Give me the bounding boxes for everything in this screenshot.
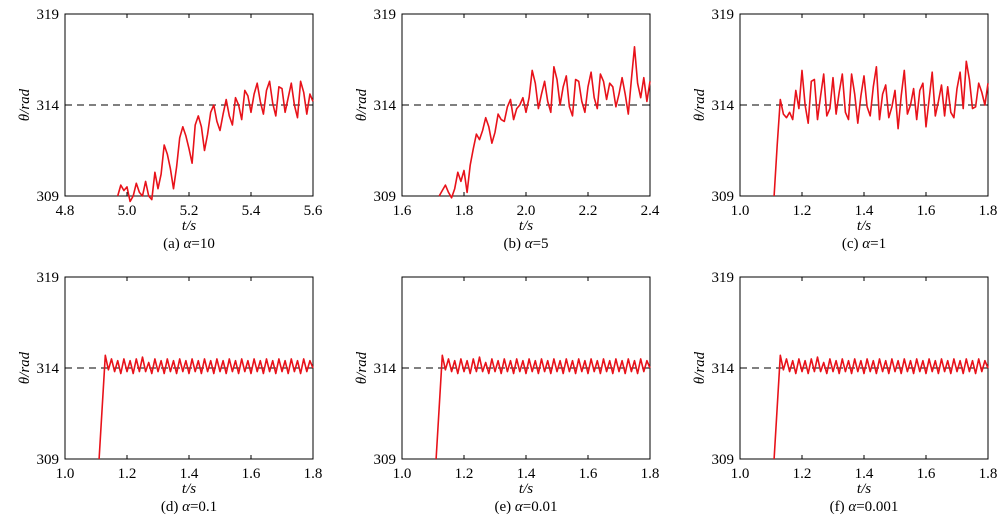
caption-value: =5 bbox=[533, 236, 549, 252]
caption-symbol: α bbox=[525, 236, 534, 252]
caption-prefix: (a) bbox=[163, 236, 183, 252]
caption-value: =0.01 bbox=[523, 499, 558, 515]
y-tick-label: 314 bbox=[37, 361, 60, 377]
caption-symbol: α bbox=[182, 499, 191, 515]
series-line bbox=[98, 354, 314, 460]
x-tick-label: 1.0 bbox=[731, 466, 750, 482]
series-line bbox=[435, 354, 651, 460]
x-tick-label: 1.6 bbox=[393, 203, 412, 219]
x-tick-label: 1.8 bbox=[304, 466, 323, 482]
caption-value: =10 bbox=[191, 236, 214, 252]
x-tick-label: 4.8 bbox=[56, 203, 75, 219]
x-axis-label: t/s bbox=[519, 218, 533, 234]
x-tick-label: 1.8 bbox=[979, 466, 998, 482]
caption-prefix: (e) bbox=[495, 499, 515, 515]
x-tick-label: 2.2 bbox=[579, 203, 598, 219]
x-tick-label: 1.6 bbox=[917, 203, 936, 219]
caption-prefix: (c) bbox=[842, 236, 862, 252]
x-tick-label: 5.4 bbox=[242, 203, 261, 219]
caption-symbol: α bbox=[184, 236, 193, 252]
x-tick-label: 1.8 bbox=[641, 466, 660, 482]
series-line bbox=[116, 80, 314, 203]
y-tick-label: 309 bbox=[712, 452, 735, 468]
x-tick-label: 1.0 bbox=[393, 466, 412, 482]
y-tick-label: 319 bbox=[37, 7, 60, 23]
caption-symbol: α bbox=[862, 236, 871, 252]
y-tick-label: 309 bbox=[37, 452, 60, 468]
caption-prefix: (d) bbox=[161, 499, 182, 515]
caption-prefix: (f) bbox=[830, 499, 849, 515]
chart-panel-f: 1.0 1.2 1.4 1.6 1.8 309 314 319 θ/rad t/s (f) α=0.… bbox=[692, 270, 997, 515]
y-tick-label: 309 bbox=[37, 189, 60, 205]
y-tick-label: 319 bbox=[374, 7, 397, 23]
caption-value: =0.1 bbox=[190, 499, 217, 515]
caption-value: =1 bbox=[870, 236, 886, 252]
caption-value: =0.001 bbox=[856, 499, 898, 515]
x-tick-label: 1.6 bbox=[579, 466, 598, 482]
y-tick-label: 314 bbox=[374, 98, 397, 114]
x-tick-label: 2.4 bbox=[641, 203, 660, 219]
x-axis-label: t/s bbox=[857, 218, 871, 234]
series-line bbox=[438, 45, 651, 199]
x-tick-label: 1.0 bbox=[731, 203, 750, 219]
panel-caption: (f) α=0.001 bbox=[830, 499, 899, 515]
y-tick-label: 314 bbox=[712, 361, 735, 377]
y-axis-label: θ/rad bbox=[354, 88, 370, 121]
chart-panel-a: 4.8 5.0 5.2 5.4 5.6 309 314 319 θ/rad t/s (a) α=10 bbox=[17, 7, 323, 252]
x-tick-label: 2.0 bbox=[517, 203, 536, 219]
x-tick-label: 1.2 bbox=[793, 203, 812, 219]
x-tick-label: 1.4 bbox=[180, 466, 199, 482]
x-tick-label: 5.6 bbox=[304, 203, 323, 219]
x-tick-label: 1.4 bbox=[855, 203, 874, 219]
panel-caption: (c) α=1 bbox=[842, 236, 886, 252]
x-axis-label: t/s bbox=[519, 481, 533, 497]
y-tick-label: 314 bbox=[37, 98, 60, 114]
y-axis-label: θ/rad bbox=[17, 351, 33, 384]
caption-prefix: (b) bbox=[503, 236, 524, 252]
panel-caption: (b) α=5 bbox=[503, 236, 548, 252]
x-tick-label: 1.8 bbox=[979, 203, 998, 219]
y-axis-label: θ/rad bbox=[692, 88, 708, 121]
y-axis-label: θ/rad bbox=[692, 351, 708, 384]
series-line bbox=[773, 60, 989, 197]
x-axis-label: t/s bbox=[182, 481, 196, 497]
x-tick-label: 1.4 bbox=[517, 466, 536, 482]
y-tick-label: 309 bbox=[374, 189, 397, 205]
y-tick-label: 309 bbox=[374, 452, 397, 468]
panel-caption: (a) α=10 bbox=[163, 236, 215, 252]
series-line bbox=[773, 354, 989, 460]
x-tick-label: 5.0 bbox=[118, 203, 137, 219]
chart-panel-b: 1.6 1.8 2.0 2.2 2.4 309 314 319 θ/rad t/s (b) α=5 bbox=[354, 7, 660, 252]
y-tick-label: 314 bbox=[374, 361, 397, 377]
x-tick-label: 5.2 bbox=[180, 203, 199, 219]
caption-symbol: α bbox=[848, 499, 857, 515]
x-tick-label: 1.0 bbox=[56, 466, 75, 482]
x-tick-label: 1.6 bbox=[242, 466, 261, 482]
x-tick-label: 1.8 bbox=[455, 203, 474, 219]
y-tick-label: 309 bbox=[712, 189, 735, 205]
x-tick-label: 1.2 bbox=[118, 466, 137, 482]
panel-caption: (d) α=0.1 bbox=[161, 499, 217, 515]
x-tick-label: 1.4 bbox=[855, 466, 874, 482]
y-tick-label: 319 bbox=[712, 270, 735, 286]
caption-symbol: α bbox=[515, 499, 524, 515]
y-tick-label: 319 bbox=[37, 270, 60, 286]
y-tick-label: 319 bbox=[712, 7, 735, 23]
x-tick-label: 1.2 bbox=[793, 466, 812, 482]
x-axis-label: t/s bbox=[857, 481, 871, 497]
x-tick-label: 1.6 bbox=[917, 466, 936, 482]
y-axis-label: θ/rad bbox=[17, 88, 33, 121]
panel-caption: (e) α=0.01 bbox=[495, 499, 558, 515]
y-tick-label: 314 bbox=[712, 98, 735, 114]
chart-panel-c: 1.0 1.2 1.4 1.6 1.8 309 314 319 θ/rad t/s (c) α=1 bbox=[692, 7, 997, 252]
x-tick-label: 1.2 bbox=[455, 466, 474, 482]
y-axis-label: θ/rad bbox=[354, 351, 370, 384]
x-axis-label: t/s bbox=[182, 218, 196, 234]
